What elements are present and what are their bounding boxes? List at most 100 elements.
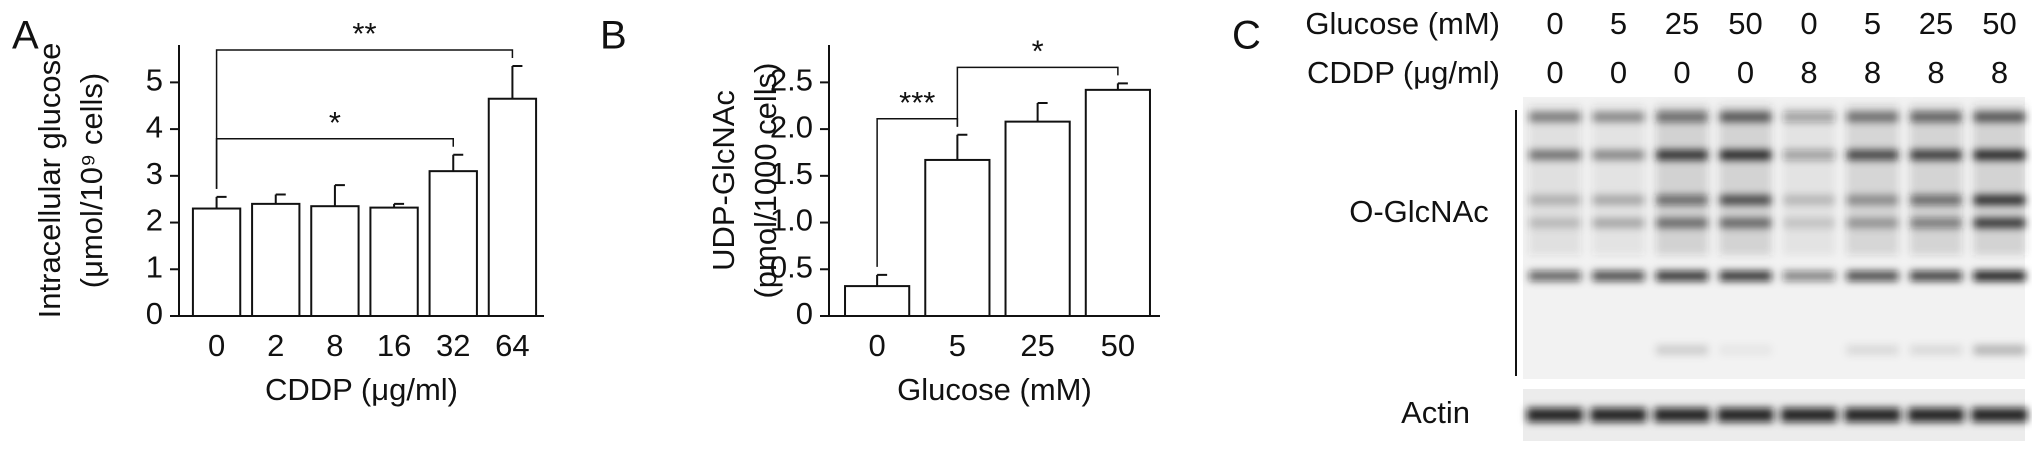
bar: [924, 158, 991, 317]
bar: [191, 207, 242, 317]
x-tick-label: 16: [377, 328, 411, 363]
row-label: Glucose (mM): [1305, 6, 1500, 41]
actin-band: [1654, 408, 1710, 422]
blot-bands: [1527, 105, 2028, 422]
x-tick-label: 2: [267, 328, 284, 363]
x-tick-label: 8: [326, 328, 343, 363]
lane-label: 50: [1982, 6, 2016, 41]
lane-label: 0: [1546, 6, 1563, 41]
actin-band: [1717, 408, 1774, 422]
lane-label: 0: [1673, 55, 1690, 90]
x-tick-label: 25: [1020, 328, 1054, 363]
band: [1719, 345, 1772, 355]
panel-letter: A: [12, 14, 39, 58]
error-bar: [1036, 101, 1048, 122]
lane-label: 0: [1800, 6, 1817, 41]
band-label: Actin: [1401, 395, 1470, 430]
actin-band: [1527, 408, 1583, 422]
smear: [1910, 105, 1962, 255]
error-bar: [511, 65, 523, 99]
actin-band: [1590, 408, 1647, 422]
error-bar: [1116, 82, 1128, 90]
actin-band: [1781, 408, 1837, 422]
bar: [1084, 88, 1151, 317]
actin-band: [1844, 408, 1901, 422]
band: [1973, 271, 2026, 281]
y-axis-label: Intracellular glucose: [32, 43, 67, 319]
significance-bracket: [215, 138, 454, 189]
smear: [1656, 105, 1708, 255]
lane-label: 8: [1800, 55, 1817, 90]
bar: [310, 205, 360, 317]
band: [1846, 345, 1899, 355]
y-tick-label: 3: [146, 156, 163, 191]
band: [1656, 271, 1708, 281]
band: [1910, 345, 1962, 355]
band-label: O-GlcNAc: [1349, 194, 1489, 229]
band: [1846, 271, 1899, 281]
y-axis-label: (pmol/1000 cells): [748, 62, 783, 298]
x-tick-label: 50: [1101, 328, 1135, 363]
actin-band: [1908, 408, 1964, 422]
x-tick-label: 32: [436, 328, 470, 363]
lane-label: 5: [1610, 6, 1627, 41]
band: [1973, 345, 2026, 355]
lane-label: 25: [1919, 6, 1953, 41]
lane-label: 0: [1610, 55, 1627, 90]
error-bar: [333, 184, 345, 207]
bar: [844, 285, 911, 318]
panel-letter: C: [1232, 14, 1261, 58]
significance-bracket: [215, 49, 514, 189]
actin-band: [1971, 408, 2028, 422]
bar: [1004, 120, 1071, 318]
significance-label: **: [352, 16, 376, 51]
lane-label: 5: [1864, 6, 1881, 41]
x-tick-label: 0: [208, 328, 225, 363]
significance-bracket: [956, 66, 1119, 127]
panel-letter: B: [600, 14, 627, 58]
significance-label: *: [1032, 34, 1044, 69]
smear: [1529, 105, 1581, 255]
x-axis-label: CDDP (μg/ml): [265, 372, 458, 407]
x-axis-label: Glucose (mM): [897, 372, 1092, 407]
y-tick-label: 1.5: [770, 156, 813, 191]
y-tick-label: 0.5: [770, 249, 813, 284]
band: [1529, 271, 1581, 281]
y-tick-label: 2.5: [770, 63, 813, 98]
bar: [251, 202, 301, 318]
band: [1592, 271, 1645, 281]
smear: [1592, 105, 1645, 255]
row-label: CDDP (μg/ml): [1307, 55, 1500, 90]
significance-label: ***: [899, 85, 935, 120]
y-tick-label: 2: [146, 203, 163, 238]
smear: [1846, 105, 1899, 255]
error-bar: [956, 133, 968, 160]
lane-label: 0: [1737, 55, 1754, 90]
significance-label: *: [329, 105, 341, 140]
y-tick-label: 5: [146, 63, 163, 98]
x-tick-label: 5: [949, 328, 966, 363]
bar: [369, 206, 419, 318]
y-tick-label: 0: [146, 296, 163, 331]
x-tick-label: 64: [495, 328, 529, 363]
bar: [487, 97, 538, 317]
lane-label: 8: [1864, 55, 1881, 90]
smear: [1719, 105, 1772, 255]
error-bar: [393, 202, 405, 208]
error-bar: [876, 273, 888, 287]
y-axis-label: (μmol/10⁹ cells): [74, 73, 109, 288]
bar: [428, 170, 478, 317]
y-tick-label: 1.0: [770, 203, 813, 238]
error-bar: [274, 193, 286, 204]
band: [1783, 271, 1835, 281]
lane-label: 8: [1991, 55, 2008, 90]
smear: [1973, 105, 2026, 255]
band: [1656, 345, 1708, 355]
y-axis-label: UDP-GlcNAc: [706, 90, 741, 271]
lane-label: 0: [1546, 55, 1563, 90]
error-bar: [215, 195, 227, 209]
y-tick-label: 2.0: [770, 109, 813, 144]
x-tick-label: 0: [869, 328, 886, 363]
lane-label: 8: [1927, 55, 1944, 90]
